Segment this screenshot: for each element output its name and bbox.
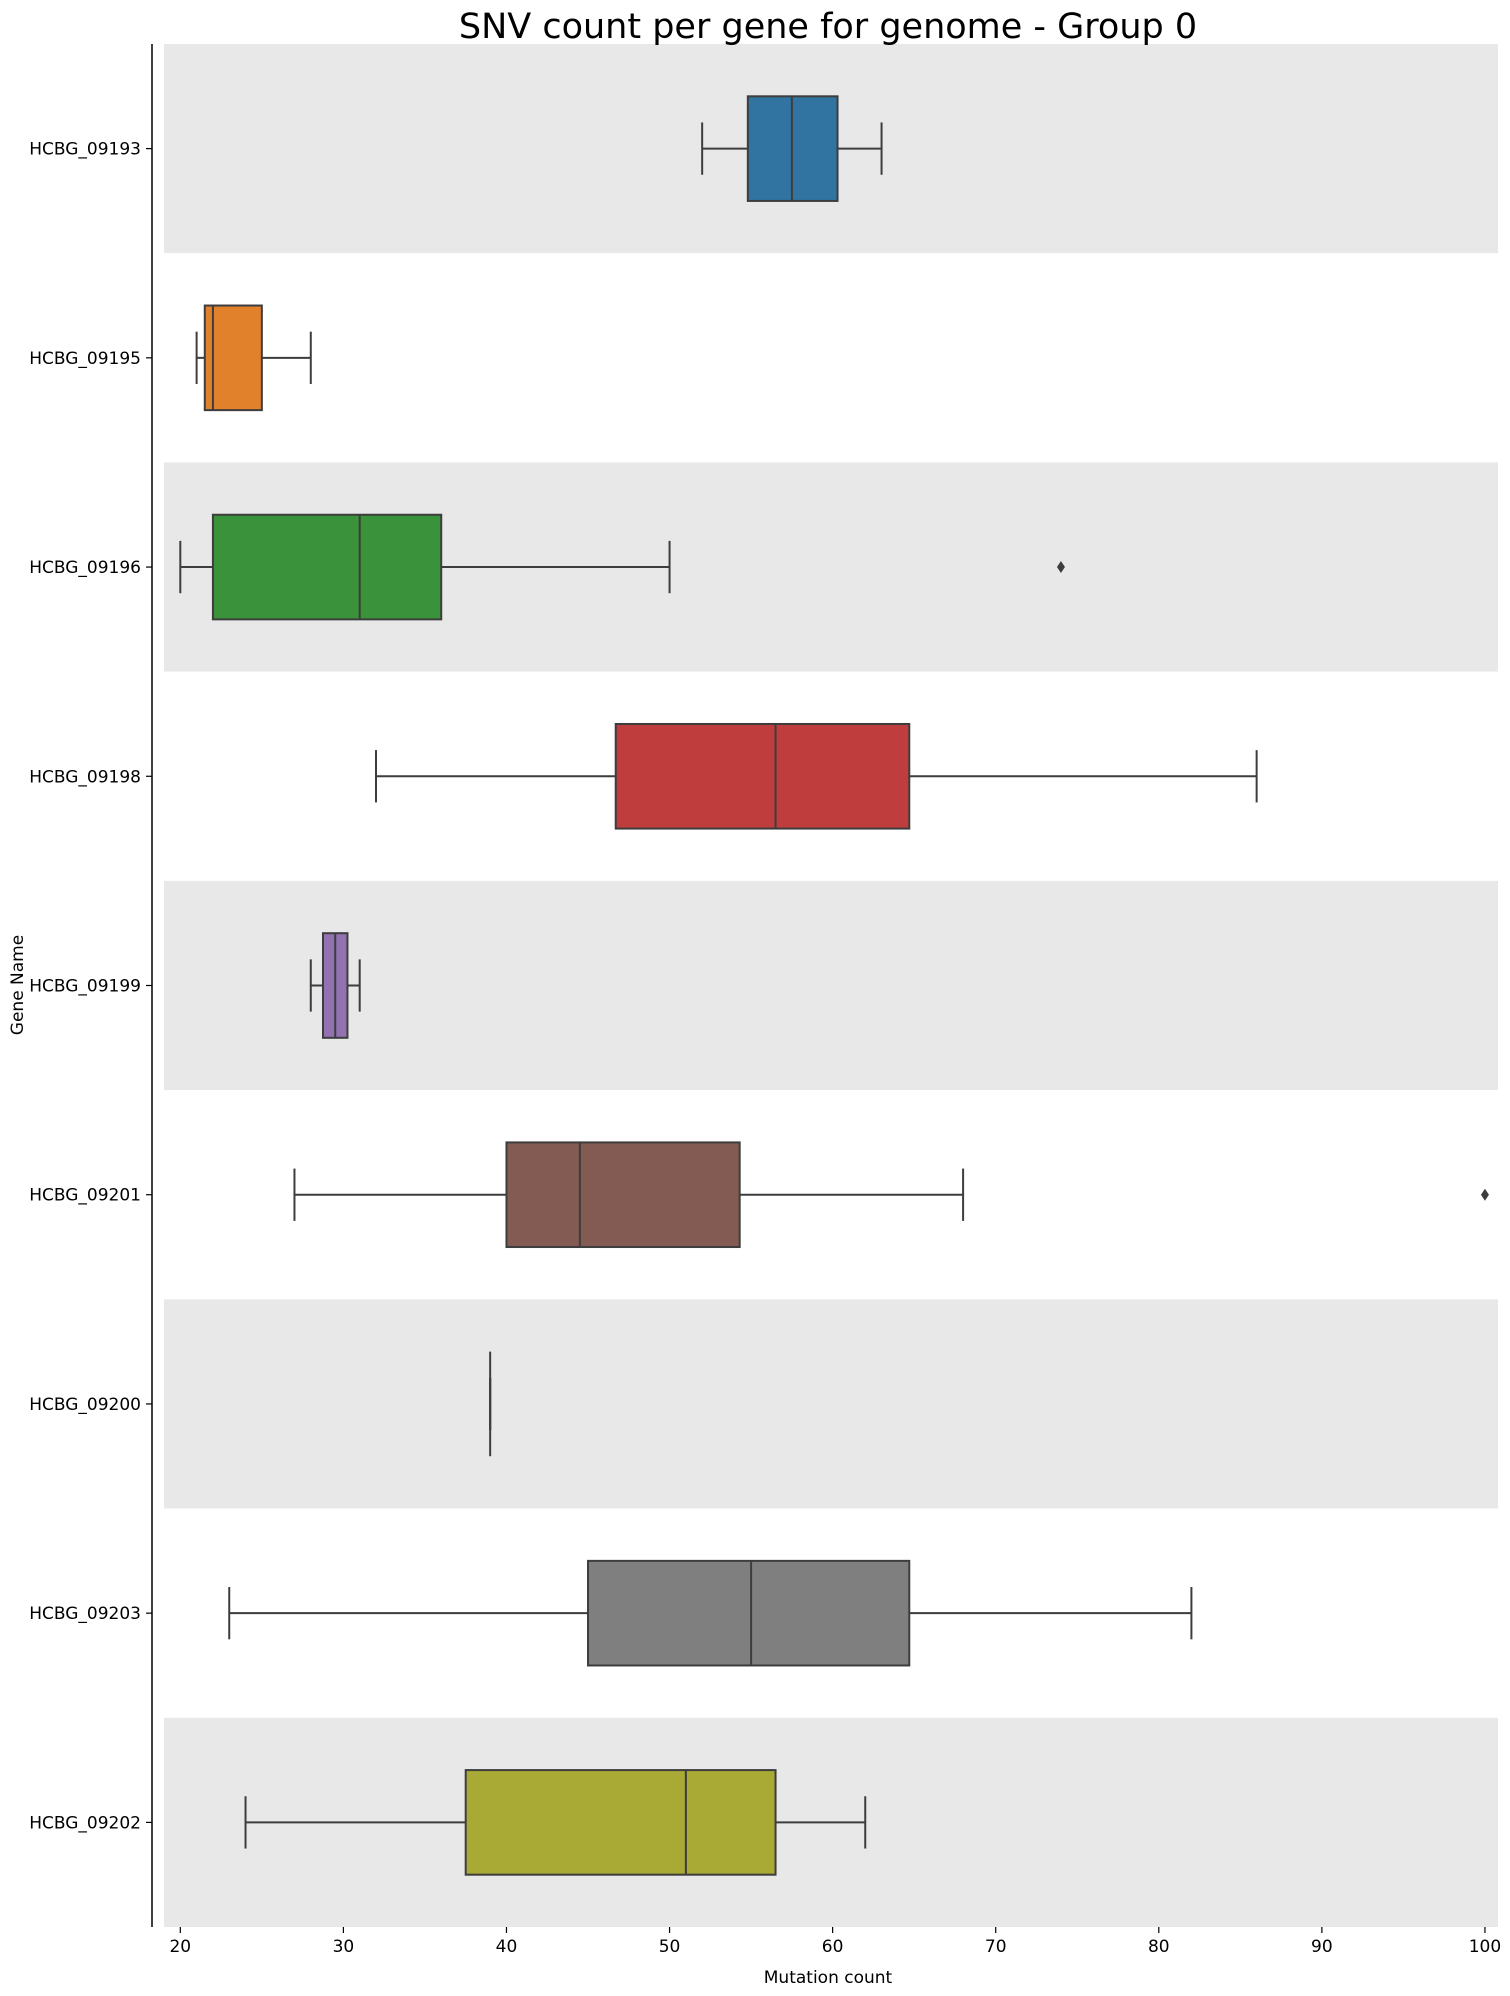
row-band (164, 253, 1498, 463)
y-ticks: HCBG_09193 HCBG_09195 HCBG_09196 HCBG_09198… (29, 140, 152, 1833)
y-tick-label: HCBG_09196 (29, 558, 141, 578)
y-axis-label: Gene Name (8, 935, 28, 1035)
y-tick-label: HCBG_09198 (29, 767, 141, 787)
box-hcbg_09203 (228, 1559, 1193, 1667)
box-hcbg_09193 (701, 95, 883, 202)
y-tick-label: HCBG_09201 (29, 1186, 141, 1206)
x-ticks: 20 30 40 50 60 70 80 90 100 (169, 1927, 1501, 1957)
x-tick-label: 20 (169, 1937, 191, 1957)
box-iqr (614, 722, 911, 830)
x-tick-label: 100 (1469, 1937, 1501, 1957)
y-tick-label: HCBG_09199 (29, 977, 141, 997)
y-tick-label: HCBG_09195 (29, 349, 141, 369)
box-iqr (464, 1769, 777, 1876)
x-tick-label: 40 (496, 1937, 518, 1957)
boxes-group (179, 95, 1489, 1876)
y-tick-label: HCBG_09200 (29, 1395, 141, 1415)
box-iqr (505, 1141, 741, 1249)
row-band (164, 880, 1498, 1091)
box-hcbg_09195 (195, 304, 312, 412)
outlier-point (1056, 561, 1065, 574)
x-tick-label: 90 (1311, 1937, 1333, 1957)
outlier-point (1480, 1188, 1489, 1201)
box-hcbg_09198 (375, 722, 1258, 830)
x-tick-label: 80 (1148, 1937, 1170, 1957)
y-tick-label: HCBG_09193 (29, 140, 141, 160)
box-hcbg_09196 (179, 513, 1065, 621)
x-tick-label: 30 (333, 1937, 355, 1957)
y-tick-label: HCBG_09202 (29, 1813, 141, 1833)
box-iqr (211, 513, 443, 621)
box-iqr (203, 304, 263, 412)
chart-title: SNV count per gene for genome - Group 0 (459, 7, 1197, 47)
box-hcbg_09202 (244, 1769, 867, 1876)
y-tick-label: HCBG_09203 (29, 1604, 141, 1624)
box-hcbg_09199 (309, 932, 361, 1039)
box-hcbg_09201 (293, 1141, 1489, 1249)
row-band (164, 1299, 1498, 1509)
x-tick-label: 70 (985, 1937, 1007, 1957)
x-tick-label: 50 (659, 1937, 681, 1957)
x-tick-label: 60 (822, 1937, 844, 1957)
box-iqr (587, 1559, 911, 1667)
x-axis-label: Mutation count (764, 1968, 893, 1988)
